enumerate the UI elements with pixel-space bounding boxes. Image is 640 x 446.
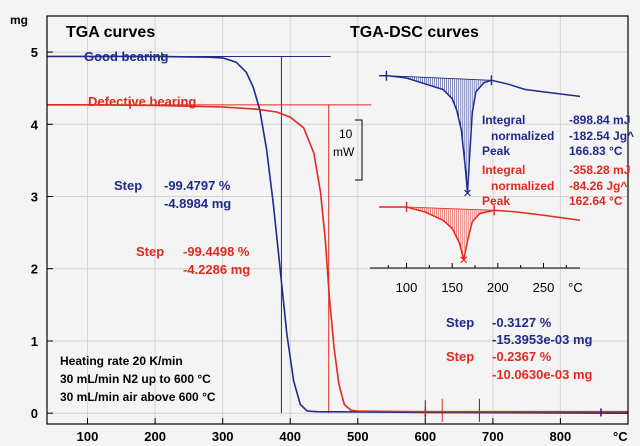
dsc-inset: 100 150 200 250 °C <box>370 70 583 295</box>
red-step2-percent: -0.2367 % <box>492 349 552 364</box>
dsc-peak-marker <box>464 189 471 197</box>
red-step-label: Step <box>136 244 164 259</box>
scale-bar-unit: mW <box>333 145 355 159</box>
good-bearing-tga-line <box>47 55 629 414</box>
tga-y-axis: 0 1 2 3 4 5 <box>31 45 53 421</box>
blue-step-label: Step <box>114 178 142 193</box>
dsc-blue-normalized-label: normalized <box>491 129 554 143</box>
dsc-blue-peak-label: Peak <box>482 144 510 158</box>
y-tick-label: 3 <box>31 190 38 205</box>
dsc-blue-integral-label: Integral <box>482 113 525 127</box>
condition-line-1: Heating rate 20 K/min <box>60 354 183 368</box>
dsc-x-tick-label: 100 <box>396 280 418 295</box>
red-step-mass: -4.2286 mg <box>183 262 250 277</box>
defective-bearing-dsc-line <box>379 206 581 260</box>
legend-defective-bearing: Defective bearing <box>88 94 196 109</box>
x-tick-label: 500 <box>347 429 369 444</box>
dsc-blue-integral-value: -898.84 mJ <box>569 113 630 127</box>
dsc-peak-marker <box>460 256 468 264</box>
dsc-x-tick-label: 200 <box>487 280 509 295</box>
y-tick-label: 4 <box>31 117 39 132</box>
x-tick-label: 700 <box>482 429 504 444</box>
legend-good-bearing: Good bearing <box>84 49 169 64</box>
x-tick-label: 300 <box>212 429 234 444</box>
y-tick-label: 1 <box>31 334 38 349</box>
plot-frame <box>46 15 629 425</box>
dsc-integral-baseline <box>406 206 495 211</box>
x-tick-label: 800 <box>550 429 572 444</box>
dsc-x-axis-label: °C <box>568 280 583 295</box>
tga-x-axis: 100 200 300 400 500 600 700 800 <box>77 418 572 444</box>
blue-step-mass: -4.8984 mg <box>164 196 231 211</box>
dsc-blue-normalized-value: -182.54 Jg^ <box>569 129 634 143</box>
tga-title: TGA curves <box>66 24 155 41</box>
dsc-x-tick-label: 250 <box>533 280 555 295</box>
scale-bar <box>355 119 363 181</box>
dsc-integral-baseline <box>386 75 492 81</box>
scale-bar-value: 10 <box>339 127 353 141</box>
dsc-blue-peak-value: 166.83 °C <box>569 144 623 158</box>
dsc-red-normalized-label: normalized <box>491 179 554 193</box>
dsc-red-peak-value: 162.64 °C <box>569 194 623 208</box>
dsc-red-normalized-value: -84.26 Jg^ <box>569 179 627 193</box>
y-tick-label: 0 <box>31 406 38 421</box>
blue-step2-mass: -15.3953e-03 mg <box>492 332 593 347</box>
x-axis-label: °C <box>613 429 628 444</box>
y-axis-label: mg <box>10 13 28 27</box>
condition-line-2: 30 mL/min N2 up to 600 °C <box>60 372 211 386</box>
dsc-red-peak-label: Peak <box>482 194 510 208</box>
x-tick-label: 100 <box>77 429 99 444</box>
dsc-red-integral-label: Integral <box>482 163 525 177</box>
x-tick-label: 600 <box>414 429 436 444</box>
dsc-title: TGA-DSC curves <box>350 24 479 41</box>
red-step-percent: -99.4498 % <box>183 244 250 259</box>
dsc-red-integral-value: -358.28 mJ <box>569 163 630 177</box>
blue-step-percent: -99.4797 % <box>164 178 231 193</box>
red-step2-mass: -10.0630e-03 mg <box>492 367 593 382</box>
y-tick-label: 2 <box>31 262 38 277</box>
blue-step2-label: Step <box>446 315 474 330</box>
y-tick-label: 5 <box>31 45 38 60</box>
x-tick-label: 200 <box>144 429 166 444</box>
defective-bearing-tga-line <box>47 104 628 413</box>
x-tick-label: 400 <box>279 429 301 444</box>
tga-series <box>47 52 629 417</box>
blue-step2-percent: -0.3127 % <box>492 315 552 330</box>
red-step2-label: Step <box>446 349 474 364</box>
dsc-x-tick-label: 150 <box>441 280 463 295</box>
condition-line-3: 30 mL/min air above 600 °C <box>60 390 216 404</box>
